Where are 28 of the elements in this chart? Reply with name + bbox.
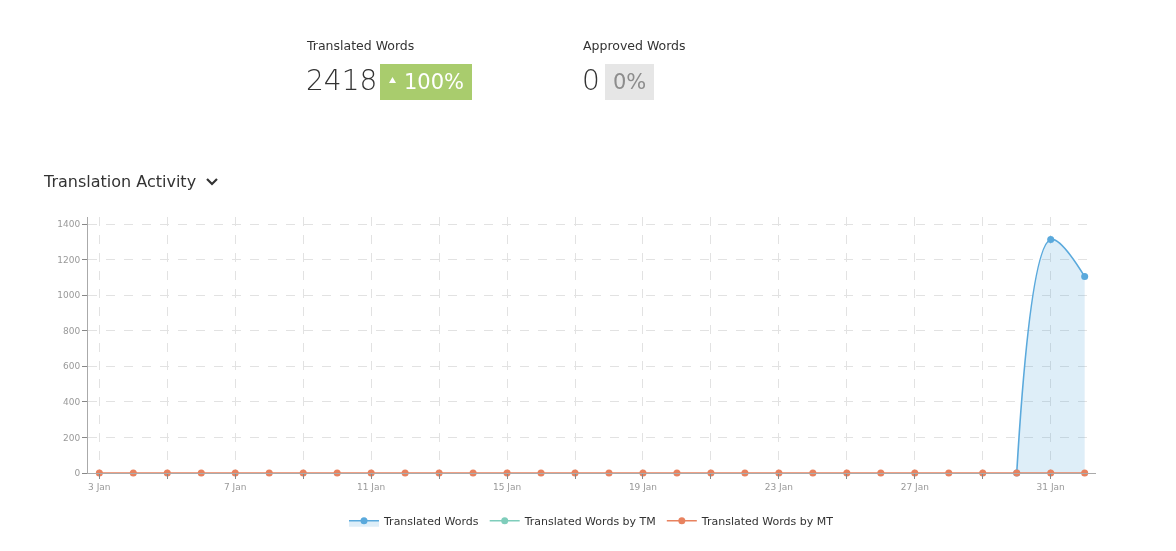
x-tick-label: 7 Jan: [224, 481, 247, 492]
x-tick-label: 23 Jan: [764, 481, 793, 492]
legend-label: Translated Words: [383, 515, 479, 529]
text: 2418: [306, 64, 378, 97]
y-tick-label: 200: [63, 432, 81, 443]
text: 0: [582, 64, 600, 97]
text: Translated Words: [307, 38, 415, 53]
x-tick-label: 19 Jan: [628, 481, 658, 492]
chart-title: Translation Activity: [44, 172, 197, 191]
x-tick-label: 31 Jan: [1036, 481, 1065, 492]
point: [1081, 273, 1089, 281]
x-tick-label: 27 Jan: [900, 481, 929, 492]
y-tick-label: 800: [63, 325, 81, 336]
point: [1047, 236, 1055, 244]
y-tick-label: 400: [63, 397, 81, 408]
y-tick-label: 1000: [57, 290, 81, 301]
x-tick-label: 11 Jan: [357, 481, 386, 492]
legend-label: Translated Words by MT: [700, 515, 834, 529]
y-tick-label: 600: [63, 361, 81, 372]
legend-label: Translated Words by TM: [523, 515, 656, 529]
x-tick-label: 3 Jan: [88, 481, 111, 492]
text: Approved Words: [583, 38, 686, 53]
text: 100%: [404, 70, 465, 94]
y-tick-label: 1400: [57, 219, 81, 230]
y-tick-label: 1200: [57, 254, 81, 265]
x-tick-label: 15 Jan: [492, 481, 522, 492]
y-tick-label: 0: [74, 468, 81, 479]
text: 0%: [605, 64, 655, 100]
